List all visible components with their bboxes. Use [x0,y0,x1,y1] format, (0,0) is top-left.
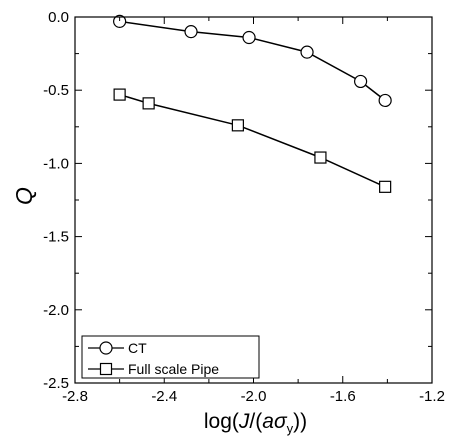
data-point [113,88,126,101]
y-axis: 0.0 -0.5 -1.0 -1.5 -2.0 -2.5 [43,9,432,392]
y-tick-label: -2.5 [43,375,69,392]
plot-frame [74,16,433,384]
legend-label: Full scale Pipe [128,361,219,377]
data-point [314,151,327,164]
y-tick-label: 0.0 [48,9,69,26]
y-tick-label: -0.5 [43,82,69,99]
series-line [119,93,386,188]
legend-label: CT [128,340,147,356]
x-tick-label: -2.0 [241,388,267,405]
data-point [379,180,392,193]
x-tick-label: -2.4 [151,388,177,405]
x-tick-label: -2.8 [62,388,88,405]
y-axis-title: Q [11,187,37,205]
legend: CT Full scale Pipe [81,335,260,379]
legend-item: CT [88,340,147,356]
x-axis: -2.8 -2.4 -2.0 -1.6 -1.2 [62,17,445,405]
data-point [184,25,198,39]
data-point [113,14,127,28]
data-point [300,45,314,59]
series-2 [113,88,392,193]
data-point [354,74,368,89]
data-point [242,30,256,45]
data-point [142,97,155,110]
series-1 [113,14,392,108]
x-tick-label: -1.2 [419,388,445,405]
data-point [378,93,392,108]
data-point [231,119,244,132]
y-tick-label: -2.0 [43,302,69,319]
x-axis-title: log(J/(aσy)) [204,410,307,436]
y-tick-label: -1.5 [43,229,69,246]
y-tick-label: -1.0 [43,155,69,172]
legend-marker [99,341,113,355]
legend-marker [99,362,113,376]
plot-marks [113,14,392,193]
x-tick-label: -1.6 [330,388,356,405]
legend-item: Full scale Pipe [88,361,219,377]
